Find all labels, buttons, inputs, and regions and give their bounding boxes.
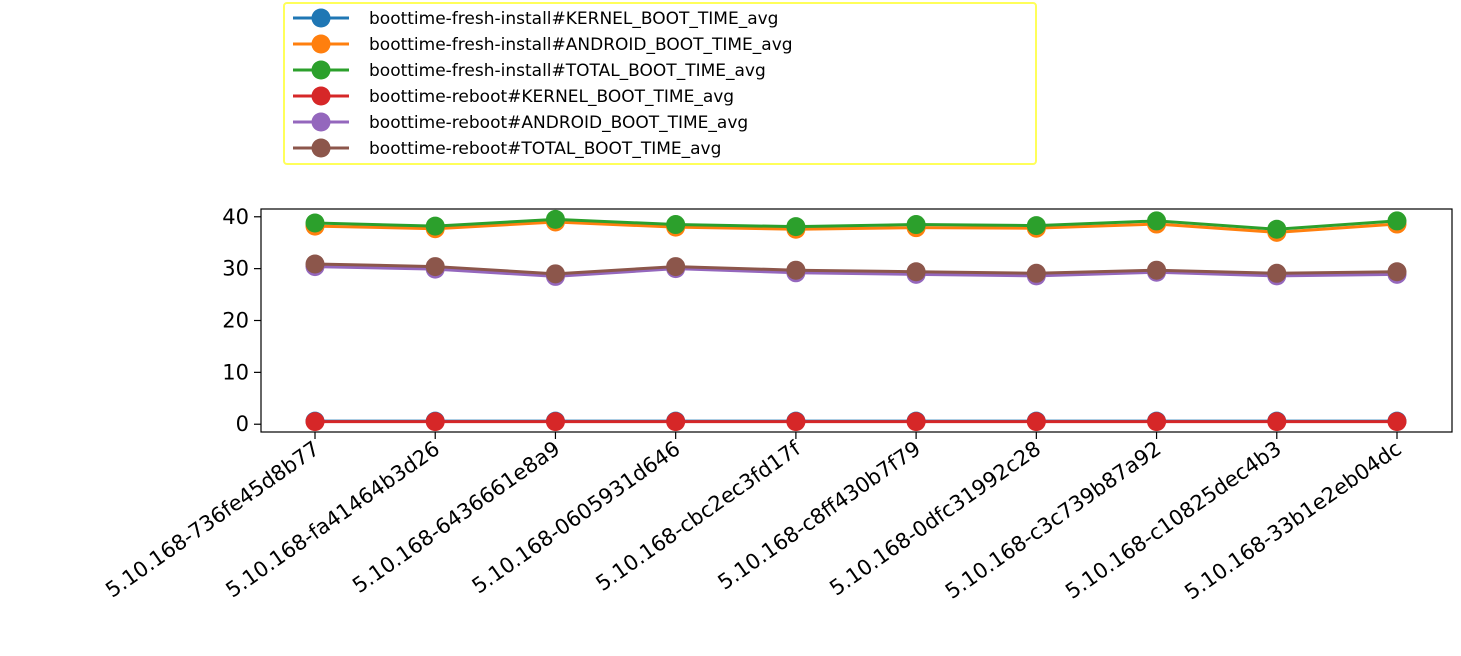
series-5-point (545, 264, 565, 284)
series-2-point (786, 217, 806, 237)
x-tick-label: 5.10.168-33b1e2eb04dc (1180, 436, 1406, 604)
y-tick-label: 20 (222, 309, 249, 333)
series-5-point (1267, 263, 1287, 283)
series-5-point (425, 257, 445, 277)
x-tick-label: 5.10.168-c8ff430b7f79 (714, 436, 925, 594)
legend-swatch-marker (311, 112, 331, 132)
legend-swatch-marker (311, 86, 331, 106)
series-line-4 (314, 265, 1398, 278)
legend-label: boottime-fresh-install#TOTAL_BOOT_TIME_a… (369, 61, 766, 81)
legend-swatch-marker (311, 34, 331, 54)
x-tick-label: 5.10.168-0dfc31992c28 (825, 436, 1045, 600)
series-2-point (906, 215, 926, 235)
legend-swatch-marker (311, 8, 331, 28)
series-3-point (305, 412, 325, 432)
x-tick-label: 5.10.168-6436661e8a9 (348, 436, 564, 597)
series-3-point (786, 412, 806, 432)
legend-label: boottime-fresh-install#ANDROID_BOOT_TIME… (369, 35, 793, 55)
legend-swatch-marker (311, 138, 331, 158)
series-2-point (1387, 211, 1407, 231)
series-5-point (305, 254, 325, 274)
series-line-5 (314, 262, 1398, 276)
series-3-point (666, 412, 686, 432)
series-5-point (786, 260, 806, 280)
series-2-point (666, 215, 686, 235)
x-tick-label: 5.10.168-736fe45d8b77 (101, 436, 324, 602)
series-3-point (1026, 412, 1046, 432)
series-3-point (906, 412, 926, 432)
y-tick-label: 40 (222, 205, 249, 229)
series-line-2 (314, 217, 1398, 231)
series-5-point (906, 262, 926, 282)
series-3-point (1387, 412, 1407, 432)
legend-frame (283, 2, 1037, 165)
x-tick-label: 5.10.168-c3c739b87a92 (941, 436, 1166, 603)
plot-area: 0 10 20 30 40 5.10.168-736fe45d8b775.10.168-f… (101, 205, 1453, 604)
series-3-point (1147, 412, 1167, 432)
series-5-point (1147, 260, 1167, 280)
series-5-point (1026, 263, 1046, 283)
legend-swatch-marker (311, 60, 331, 80)
series-2-point (545, 209, 565, 229)
series-line-1 (314, 220, 1398, 234)
series-5-point (1387, 262, 1407, 282)
legend-label: boottime-reboot#KERNEL_BOOT_TIME_avg (369, 87, 734, 107)
legend-label: boottime-reboot#ANDROID_BOOT_TIME_avg (369, 113, 748, 133)
x-tick-label: 5.10.168-c10825dec4b3 (1061, 436, 1286, 603)
series-2-point (1267, 219, 1287, 239)
series-3-point (1267, 412, 1287, 432)
x-tick-label: 5.10.168-fa41464b3d26 (222, 436, 445, 602)
series-3-point (425, 412, 445, 432)
legend-label: boottime-fresh-install#KERNEL_BOOT_TIME_… (369, 9, 778, 29)
series-2-point (1147, 211, 1167, 231)
y-tick-label: 10 (222, 360, 249, 384)
series-2-point (425, 216, 445, 236)
series-5-point (666, 257, 686, 277)
y-tick-label: 0 (236, 412, 249, 436)
legend-label: boottime-reboot#TOTAL_BOOT_TIME_avg (369, 139, 721, 159)
series-2-point (305, 213, 325, 233)
y-tick-label: 30 (222, 257, 249, 281)
legend: boottime-fresh-install#KERNEL_BOOT_TIME_… (283, 2, 1037, 165)
x-tick-label: 5.10.168-cbc2ec3fd17f (591, 436, 805, 596)
axes-frame (260, 208, 1453, 433)
x-tick-label: 5.10.168-0605931d646 (468, 436, 685, 598)
series-2-point (1026, 216, 1046, 236)
series-3-point (545, 412, 565, 432)
